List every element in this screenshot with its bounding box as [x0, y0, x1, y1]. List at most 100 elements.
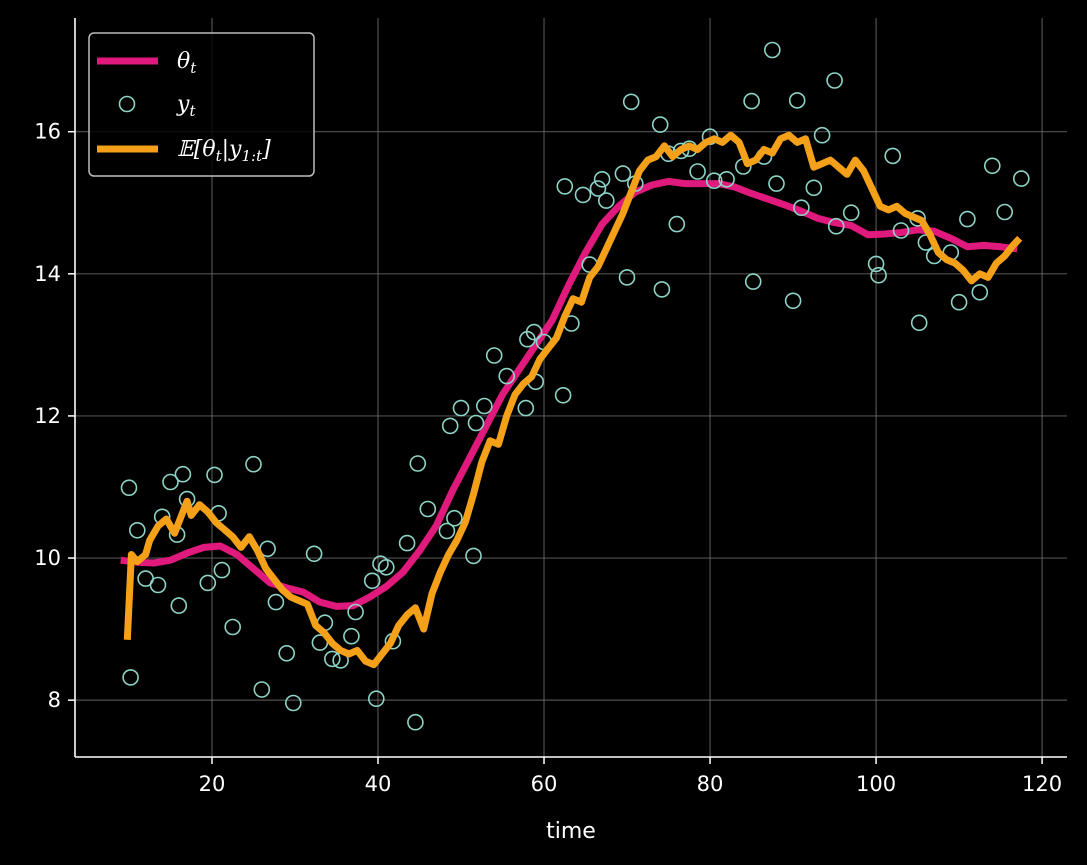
data-point	[452, 399, 470, 417]
data-point	[419, 500, 437, 518]
data-point	[959, 210, 976, 228]
data-point	[409, 455, 427, 472]
data-point	[793, 199, 810, 216]
data-point	[245, 455, 262, 473]
data-point	[672, 142, 690, 160]
data-point	[884, 147, 902, 165]
data-point	[149, 576, 167, 594]
data-point	[622, 93, 640, 111]
data-point	[284, 694, 302, 712]
ticks: 20 40 60 80 100 120 8 10 12 14 16	[34, 120, 1062, 796]
data-point	[485, 347, 503, 364]
data-point	[129, 521, 146, 539]
y-tick-label: 14	[34, 262, 61, 286]
data-point	[323, 650, 341, 668]
data-point	[996, 203, 1014, 221]
data-point	[870, 266, 887, 284]
data-point	[653, 281, 671, 298]
data-point	[826, 72, 843, 89]
data-point	[206, 466, 223, 484]
data-point	[407, 713, 424, 731]
data-point	[398, 534, 416, 552]
data-point	[475, 397, 493, 415]
data-point	[120, 479, 138, 497]
data-point	[614, 165, 632, 182]
y-tick-label: 10	[34, 546, 61, 570]
data-point	[950, 293, 968, 311]
data-point	[744, 273, 762, 290]
series-line-expectation	[123, 131, 1023, 669]
data-point	[768, 175, 785, 192]
legend-marker-y	[118, 95, 136, 113]
legend-label-theta: θt	[177, 49, 197, 77]
data-point	[174, 465, 192, 483]
x-tick-label: 40	[365, 772, 392, 796]
data-point	[842, 204, 860, 221]
data-point	[805, 179, 823, 197]
data-point	[438, 522, 456, 540]
data-point	[213, 561, 231, 579]
data-point	[597, 192, 615, 209]
data-point	[743, 92, 760, 110]
data-point	[784, 292, 802, 310]
data-point	[224, 618, 241, 636]
x-tick-label: 120	[1022, 772, 1062, 796]
y-tick-label: 8	[48, 688, 61, 712]
x-tick-label: 80	[697, 772, 724, 796]
data-point	[465, 547, 482, 565]
x-tick-label: 60	[531, 772, 558, 796]
x-axis-label: time	[546, 819, 596, 844]
data-point	[267, 593, 285, 611]
data-point	[554, 386, 572, 404]
series-layer	[120, 41, 1030, 731]
data-point	[1012, 170, 1030, 187]
legend-label-y: yt	[176, 92, 196, 120]
data-point	[574, 186, 592, 204]
y-tick-label: 12	[34, 404, 61, 428]
data-point	[278, 644, 296, 662]
data-point	[170, 597, 188, 614]
data-point	[347, 603, 364, 621]
data-point	[343, 627, 360, 645]
legend: θt yt 𝔼[θt|y1:t]	[88, 32, 315, 177]
data-point	[788, 92, 806, 109]
data-point	[668, 215, 686, 233]
data-point	[441, 417, 459, 435]
data-point	[705, 172, 723, 189]
data-point	[827, 217, 845, 235]
legend-label-expectation: 𝔼[θt|y1:t]	[177, 137, 271, 165]
data-point	[363, 572, 381, 590]
data-point	[446, 509, 463, 527]
data-point	[122, 669, 139, 686]
data-point	[618, 269, 636, 286]
data-point	[718, 171, 735, 188]
data-point	[556, 178, 574, 195]
data-point	[813, 126, 831, 144]
data-point	[253, 681, 271, 698]
data-point	[162, 473, 179, 491]
data-point	[763, 41, 781, 59]
data-point	[377, 558, 395, 576]
data-point	[593, 171, 611, 188]
y-tick-label: 16	[34, 120, 61, 144]
axes	[74, 18, 1067, 758]
data-point	[525, 323, 543, 341]
data-point	[199, 574, 217, 592]
data-point	[498, 367, 516, 385]
data-point	[971, 283, 989, 301]
x-tick-label: 20	[199, 772, 226, 796]
data-point	[305, 545, 323, 563]
data-point	[517, 399, 535, 417]
legend-box	[88, 32, 315, 177]
data-point	[589, 180, 607, 197]
data-point	[867, 255, 885, 273]
data-point	[983, 157, 1001, 175]
data-point	[892, 222, 910, 239]
series-line-theta	[120, 177, 1018, 610]
data-point	[910, 314, 928, 332]
data-point	[651, 116, 669, 133]
x-tick-label: 100	[856, 772, 896, 796]
data-point	[467, 414, 485, 432]
data-point	[689, 163, 706, 180]
